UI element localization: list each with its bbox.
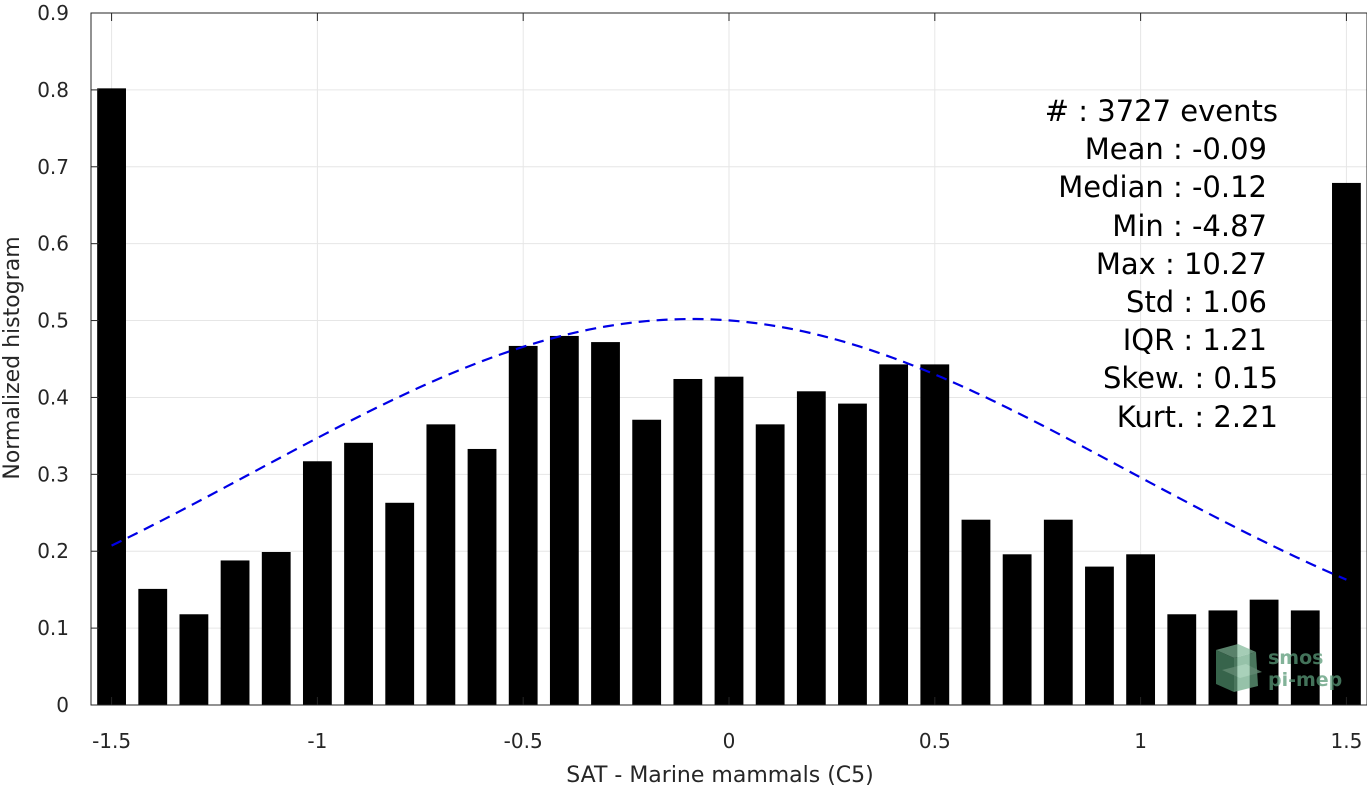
histogram-bar — [920, 364, 950, 705]
y-tick-labels: 0 0.1 0.2 0.3 0.4 0.5 0.6 0.7 0.8 0.9 — [37, 1, 69, 717]
histogram-bar — [755, 424, 785, 705]
histogram-bar — [220, 560, 250, 705]
stats-std: Std : 1.06 — [1126, 285, 1267, 319]
smos-pimep-watermark: smos pi-mep — [1216, 644, 1342, 692]
y-tick-label: 0.2 — [37, 539, 69, 563]
normal-fit-curve — [111, 317, 1347, 581]
y-tick-label: 0.8 — [37, 78, 69, 102]
histogram-bar — [1126, 554, 1156, 705]
watermark-line1: smos — [1268, 647, 1323, 669]
x-tick-label: 0 — [723, 729, 736, 753]
histogram-bar — [549, 335, 579, 705]
y-tick-label: 0 — [56, 693, 69, 717]
y-tick-label: 0.6 — [37, 232, 69, 256]
histogram-bar — [97, 88, 126, 705]
y-tick-label: 0.4 — [37, 385, 69, 409]
x-tick-label: -0.5 — [504, 729, 543, 753]
histogram-bar — [1167, 614, 1197, 705]
y-tick-label: 0.7 — [37, 155, 69, 179]
histogram-bar — [714, 376, 744, 705]
x-tick-label: 1.5 — [1331, 729, 1363, 753]
histogram-bar — [508, 345, 538, 705]
histogram-bar — [1290, 610, 1320, 705]
histogram-bar — [1002, 554, 1032, 705]
histogram-bar — [344, 442, 373, 705]
y-axis-title: Normalized histogram — [0, 236, 25, 479]
y-tick-label: 0.9 — [37, 1, 69, 25]
histogram-bar — [467, 448, 497, 705]
histogram-bar — [961, 519, 991, 705]
x-axis-title: SAT - Marine mammals (C5) — [566, 763, 874, 785]
histogram-bars — [97, 88, 1361, 705]
stats-median: Median : -0.12 — [1058, 170, 1267, 204]
histogram-bar — [261, 551, 291, 705]
stats-box: # : 3727 events Mean : -0.09 Median : -0… — [1045, 94, 1278, 434]
histogram-bar — [179, 614, 209, 705]
x-tick-label: -1 — [307, 729, 327, 753]
y-tick-label: 0.3 — [37, 462, 69, 486]
histogram-bar — [1085, 566, 1114, 705]
histogram-bar — [673, 378, 703, 705]
histogram-bar — [879, 364, 909, 705]
x-tick-label: 0.5 — [919, 729, 951, 753]
watermark-logo-icon — [1216, 644, 1262, 692]
stats-mean: Mean : -0.09 — [1085, 132, 1267, 166]
histogram-bar — [426, 424, 456, 705]
stats-kurt: Kurt. : 2.21 — [1117, 400, 1278, 434]
histogram-bar — [1043, 519, 1073, 705]
histogram-bar — [1332, 182, 1361, 705]
x-tick-labels: -1.5 -1 -0.5 0 0.5 1 1.5 — [92, 729, 1362, 753]
histogram-bar — [302, 461, 332, 705]
histogram-bar — [796, 391, 826, 705]
x-tick-label: 1 — [1134, 729, 1147, 753]
stats-min: Min : -4.87 — [1112, 209, 1267, 243]
axis-ticks — [91, 12, 1347, 706]
x-tick-label: -1.5 — [92, 729, 131, 753]
y-tick-label: 0.5 — [37, 309, 69, 333]
stats-events: # : 3727 events — [1045, 94, 1278, 128]
watermark-line2: pi-mep — [1268, 669, 1342, 691]
histogram-bar — [138, 588, 168, 705]
histogram-bar — [838, 403, 867, 705]
stats-iqr: IQR : 1.21 — [1123, 323, 1267, 357]
y-tick-label: 0.1 — [37, 616, 69, 640]
stats-skew: Skew. : 0.15 — [1103, 361, 1278, 395]
histogram-bar — [385, 502, 415, 705]
histogram-bar — [632, 419, 662, 705]
stats-max: Max : 10.27 — [1096, 247, 1267, 281]
histogram-bar — [591, 342, 620, 705]
